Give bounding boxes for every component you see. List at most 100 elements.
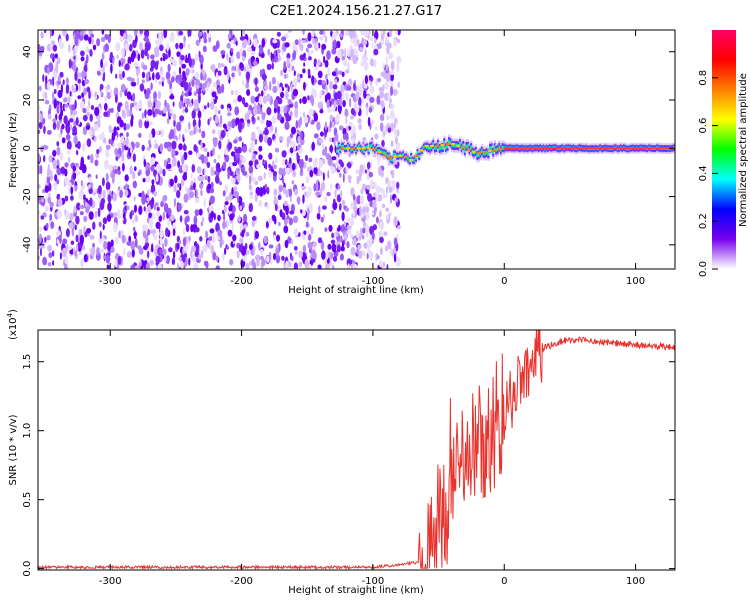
noise-speck [308,108,314,116]
signal-band-segment [388,155,391,158]
noise-speck [158,215,163,222]
noise-speck [287,99,292,105]
noise-speck [55,230,61,236]
signal-band-segment [370,144,373,147]
signal-band-segment [433,146,437,150]
noise-speck [182,107,185,114]
noise-speck [251,177,257,183]
noise-speck [126,76,132,81]
noise-speck [230,119,236,129]
noise-speck [370,58,374,67]
noise-speck [264,183,268,190]
noise-speck [69,118,74,123]
noise-speck [238,136,242,142]
signal-band-segment [438,147,441,150]
noise-speck [69,249,74,255]
noise-speck [341,71,345,78]
noise-speck [268,170,272,178]
noise-speck [74,185,78,192]
noise-speck [378,230,382,237]
signal-band-segment [408,159,411,162]
noise-speck [44,185,50,193]
noise-speck [286,73,289,79]
signal-peak-mark [351,147,356,150]
noise-speck [94,159,99,167]
signal-band-segment [344,147,347,150]
noise-speck [368,171,373,178]
noise-speck [203,167,206,175]
noise-speck [110,63,113,74]
noise-speck [182,70,186,79]
noise-speck [370,76,374,82]
noise-speck [242,39,248,45]
noise-speck [321,43,327,51]
signal-band-segment [427,146,430,149]
noise-speck [203,147,208,152]
noise-speck [75,116,79,126]
noise-speck [147,204,151,213]
y-tick-label: 0.5 [22,492,33,508]
noise-speck [191,110,196,119]
noise-speck [167,78,171,85]
noise-speck [235,148,238,154]
noise-speck [240,166,246,172]
noise-speck [181,163,187,173]
noise-speck [182,136,185,143]
noise-speck [371,232,375,240]
noise-speck [227,33,232,39]
noise-speck [200,189,203,197]
noise-speck [42,256,47,266]
noise-speck [77,141,81,150]
noise-speck [188,150,193,156]
noise-speck [254,86,259,92]
signal-band-segment [375,146,378,149]
noise-speck [334,116,340,123]
noise-speck [352,211,356,217]
noise-speck [258,154,263,160]
noise-speck [304,191,307,197]
noise-speck [184,128,188,133]
noise-speck [155,255,161,264]
noise-speck [331,48,337,55]
x-tick-label: 100 [626,576,645,587]
noise-speck [121,151,125,162]
noise-speck [104,159,109,170]
noise-speck [113,169,119,174]
noise-speck [88,211,94,220]
noise-speck [224,66,227,74]
noise-speck [320,240,325,251]
noise-speck [331,71,337,77]
noise-speck [132,92,136,102]
noise-speck [202,244,208,253]
noise-speck [294,246,298,251]
noise-speck [155,39,159,44]
noise-speck [191,254,197,263]
noise-speck [326,79,329,85]
noise-speck [345,166,349,173]
noise-speck [273,50,277,57]
noise-speck [286,52,291,60]
noise-speck [320,171,323,176]
noise-speck [283,200,288,206]
noise-speck [183,210,189,215]
noise-speck [75,234,79,243]
noise-speck [262,78,267,87]
noise-speck [156,129,159,135]
noise-speck [383,131,386,136]
noise-speck [154,139,157,144]
noise-speck [341,211,345,222]
noise-speck [237,121,243,131]
noise-speck [349,233,354,239]
noise-speck [38,153,41,163]
noise-speck [193,144,197,152]
noise-speck [232,234,237,242]
noise-speck [150,54,155,60]
noise-speck [226,219,229,229]
noise-speck [80,156,85,167]
noise-speck [352,194,356,201]
noise-speck [383,30,386,36]
noise-speck [263,72,266,82]
noise-speck [218,140,222,150]
noise-speck [215,95,218,101]
noise-speck [187,43,190,50]
